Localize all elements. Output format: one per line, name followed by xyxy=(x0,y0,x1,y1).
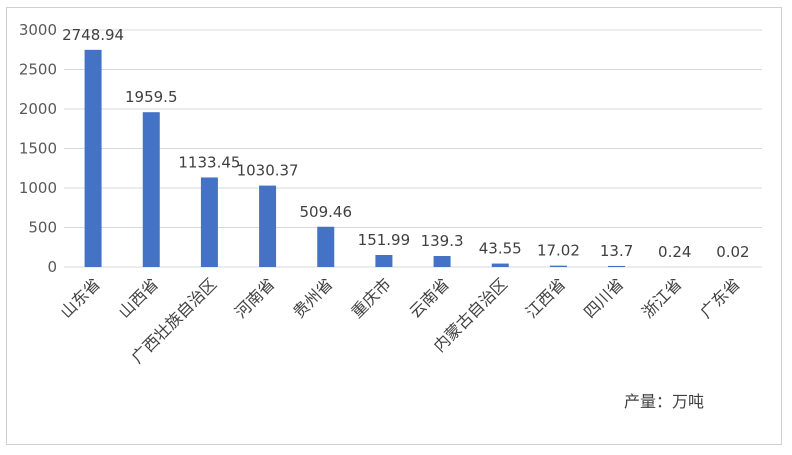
y-tick-label: 1500 xyxy=(19,140,57,158)
data-label: 17.02 xyxy=(537,242,580,260)
category-label: 山东省 xyxy=(57,274,104,321)
bar xyxy=(259,185,277,267)
bar xyxy=(317,226,335,267)
y-tick-label: 500 xyxy=(28,219,57,237)
data-label: 2748.94 xyxy=(62,26,124,44)
y-tick-label: 2000 xyxy=(19,100,57,118)
y-tick-label: 3000 xyxy=(19,21,57,39)
data-label: 0.02 xyxy=(716,243,749,261)
data-label: 151.99 xyxy=(358,231,411,249)
bar xyxy=(142,112,160,268)
y-tick-label: 1000 xyxy=(19,179,57,197)
bar xyxy=(84,49,102,267)
category-label: 云南省 xyxy=(406,274,453,321)
category-label: 河南省 xyxy=(231,274,278,321)
bar xyxy=(549,265,567,267)
data-label: 13.7 xyxy=(600,242,633,260)
category-label: 广东省 xyxy=(696,274,743,321)
data-label: 139.3 xyxy=(421,232,464,250)
data-label: 0.24 xyxy=(658,243,691,261)
unit-note: 产量：万吨 xyxy=(624,392,704,411)
data-label: 509.46 xyxy=(300,203,353,221)
category-label: 浙江省 xyxy=(638,274,685,321)
bar xyxy=(608,265,626,267)
data-label: 1030.37 xyxy=(237,162,299,180)
category-label: 重庆市 xyxy=(347,274,394,321)
category-label: 江西省 xyxy=(522,274,569,321)
bar xyxy=(433,255,451,267)
chart-frame xyxy=(6,7,782,445)
bar xyxy=(375,254,393,267)
y-axis-ticks: 0 500 1000 1500 2000 2500 3000 xyxy=(19,21,57,276)
data-label: 1959.5 xyxy=(125,88,178,106)
bars xyxy=(84,49,742,268)
category-label: 四川省 xyxy=(580,274,627,321)
bar xyxy=(491,263,509,267)
data-label: 43.55 xyxy=(479,240,522,258)
gridlines xyxy=(64,29,762,268)
y-tick-label: 0 xyxy=(47,258,57,276)
data-label: 1133.45 xyxy=(178,153,240,171)
y-tick-label: 2500 xyxy=(19,61,57,79)
category-label: 贵州省 xyxy=(289,274,336,321)
bar xyxy=(200,177,218,267)
category-label: 山西省 xyxy=(115,274,162,321)
